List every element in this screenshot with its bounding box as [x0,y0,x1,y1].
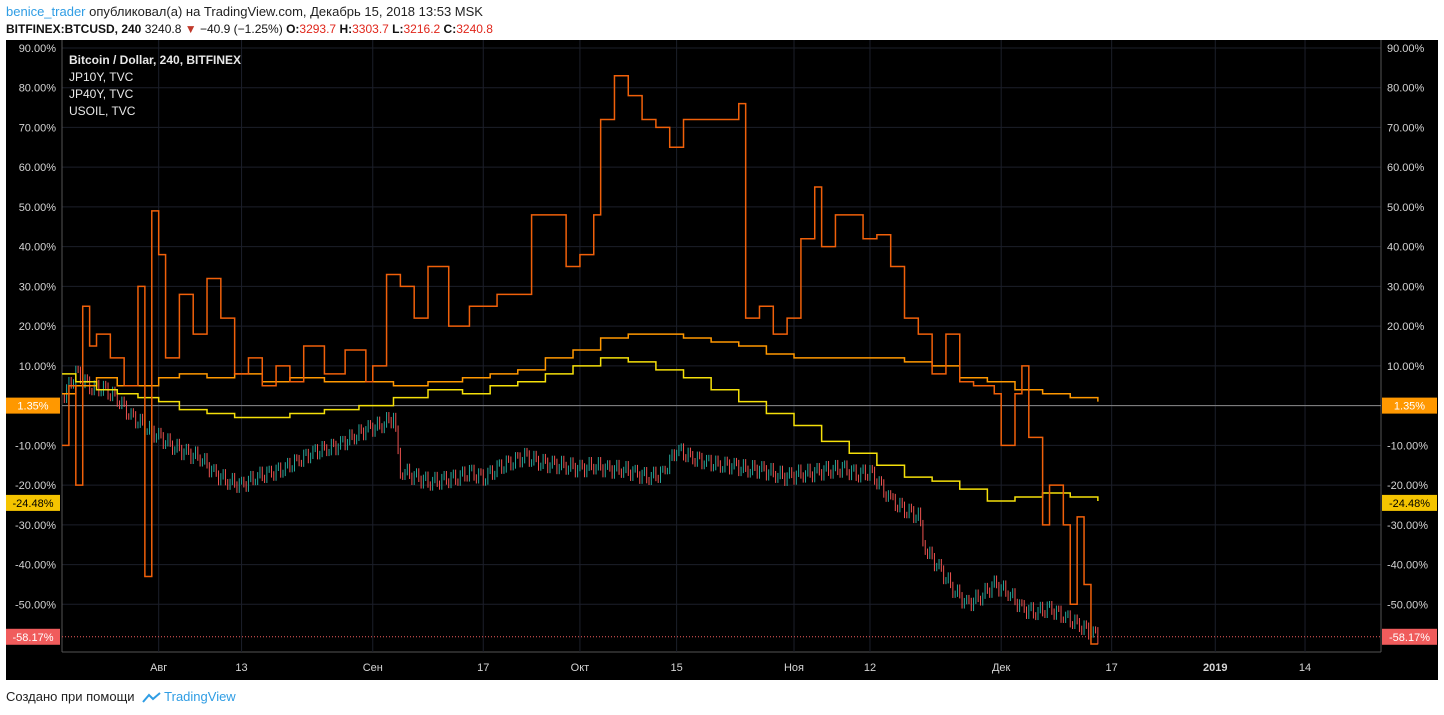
usoil-badge-right: -24.48% [1389,498,1430,510]
y-tick-label-left: 70.00% [19,122,57,134]
low-label: L: [392,22,404,36]
price-change: −40.9 (−1.25%) [199,22,283,36]
x-tick-label: 15 [670,662,682,674]
legend-item-jp40y: JP40Y, TVC [69,87,134,101]
x-tick-label: 17 [477,662,489,674]
usoil-badge-left-bg [6,494,60,511]
zero-badge-left-bg [6,397,60,414]
y-tick-label-left: 20.00% [19,321,57,333]
btc-badge-right: -58.17% [1389,632,1430,644]
y-tick-label-right: 50.00% [1387,202,1425,214]
grid [61,40,1382,653]
y-tick-label-right: 60.00% [1387,162,1425,174]
zero-badge-left: 1.35% [17,401,48,413]
close-label: C: [443,22,457,36]
y-tick-label-left: 90.00% [19,43,57,55]
zero-badge-right-bg [1382,397,1437,414]
btc-badge-left-bg [6,628,60,645]
btc-badge-right-bg [1382,628,1437,645]
close-value: 3240.8 [456,22,493,36]
y-tick-label-right: 10.00% [1387,361,1425,373]
btc-candles [63,365,1099,645]
chart-panel[interactable]: 90.00% 90.00% 80.00% 80.00% 70.00% 70.00% 60.0… [6,40,1438,680]
y-axis[interactable]: 90.00% 90.00% 80.00% 80.00% 70.00% 70.00% 60.0… [15,43,1428,611]
high-label: H: [339,22,353,36]
legend: Bitcoin / Dollar, 240, BITFINEX JP10Y, T… [69,53,241,118]
y-tick-label-right: -20.00% [1387,480,1428,492]
x-tick-label: 12 [864,662,876,674]
usoil-badge-left: -24.48% [13,498,54,510]
y-tick-label-left: -20.00% [15,480,56,492]
symbol-title: BITFINEX:BTCUSD, 240 [6,22,142,36]
x-tick-label: Сен [363,662,383,674]
jp40y-line [62,333,1099,402]
y-tick-label-left: -10.00% [15,440,56,452]
usoil-line [62,357,1099,502]
y-tick-label-left: -50.00% [15,599,56,611]
y-tick-label-left: 10.00% [19,361,57,373]
symbol-info: BITFINEX:BTCUSD, 240 3240.8 ▼ −40.9 (−1.… [6,22,493,36]
y-tick-label-left: 60.00% [19,162,57,174]
y-tick-label-right: -10.00% [1387,440,1428,452]
open-value: 3293.7 [299,22,337,36]
footer: Создано при помощи TradingView [6,689,236,704]
y-tick-label-left: 30.00% [19,281,57,293]
y-tick-label-left: 50.00% [19,202,57,214]
price-badges: 1.35%1.35%-24.48%-24.48%-58.17%-58.17%01… [6,397,1437,645]
x-tick-label: 2019 [1203,662,1227,674]
y-tick-label-right: 70.00% [1387,122,1425,134]
y-tick-label-right: -50.00% [1387,599,1428,611]
y-tick-label-left: -30.00% [15,520,56,532]
low-value: 3216.2 [403,22,441,36]
y-tick-label-right: 30.00% [1387,281,1425,293]
legend-main: Bitcoin / Dollar, 240, BITFINEX [69,53,241,67]
published-text: опубликовал(а) на TradingView.com, Декаб… [89,4,483,19]
created-with-text: Создано при помощи [6,689,135,704]
y-tick-label-right: -40.00% [1387,560,1428,572]
y-tick-label-right: 20.00% [1387,321,1425,333]
x-axis[interactable]: Авг 13 Сен 17 Окт 15 Ноя 12 Дек 17 2019 14 [150,662,1311,674]
author-link[interactable]: benice_trader [6,4,86,19]
usoil-badge-right-bg [1382,494,1437,511]
y-tick-label-right: -30.00% [1387,520,1428,532]
x-tick-label: Авг [150,662,167,674]
down-arrow-icon: ▼ [184,22,197,36]
zero-badge-right: 1.35% [1394,401,1425,413]
y-tick-label-left: -40.00% [15,560,56,572]
publish-info: benice_trader опубликовал(а) на TradingV… [6,4,483,19]
y-tick-label-left: 40.00% [19,242,57,254]
legend-item-usoil: USOIL, TVC [69,104,136,118]
x-tick-label: Ноя [784,662,804,674]
jp10y-line [62,75,1098,645]
last-price: 3240.8 [144,22,182,36]
tradingview-link[interactable]: TradingView [164,689,236,704]
y-tick-label-left: 80.00% [19,83,57,95]
x-tick-label: 13 [235,662,247,674]
y-tick-label-right: 40.00% [1387,242,1425,254]
x-tick-label: Окт [571,662,590,674]
x-tick-label: Дек [992,662,1011,674]
x-tick-label: 17 [1106,662,1118,674]
chart-canvas[interactable]: 90.00% 90.00% 80.00% 80.00% 70.00% 70.00% 60.0… [6,40,1438,680]
tradingview-logo-icon [142,691,161,703]
legend-item-jp10y: JP10Y, TVC [69,70,134,84]
btc-badge-left: -58.17% [13,632,54,644]
x-tick-label: 14 [1299,662,1311,674]
high-value: 3303.7 [352,22,389,36]
open-label: O: [286,22,300,36]
y-tick-label-right: 90.00% [1387,43,1425,55]
y-tick-label-right: 80.00% [1387,83,1425,95]
